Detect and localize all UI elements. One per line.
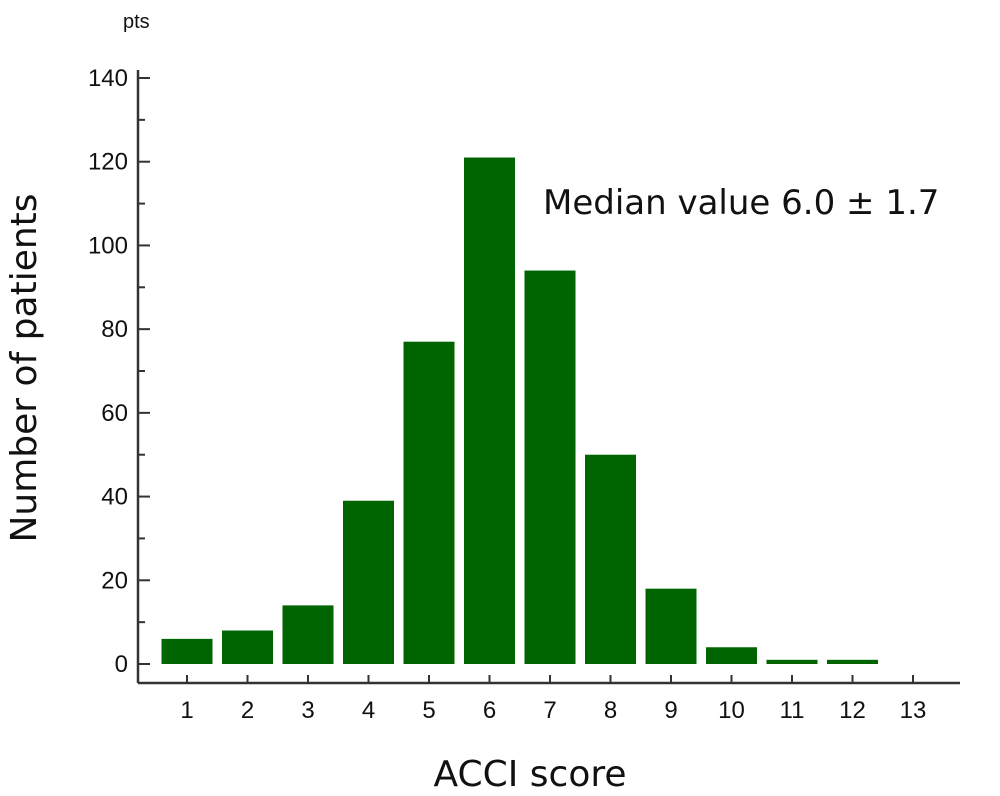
x-tick-label: 2 [241,697,254,724]
x-tick-label: 9 [664,697,677,724]
x-tick-label: 1 [180,697,193,724]
bar-score-4 [343,500,394,664]
x-tick-label: 6 [483,697,496,724]
y-axis: 0 20 40 60 80 100 120 140 [88,65,150,683]
y-tick-label: 60 [101,400,128,427]
y-tick-label: 100 [88,232,128,259]
bar-score-1 [161,638,213,664]
bar-score-9 [645,588,697,664]
y-tick-label: 40 [101,484,128,511]
x-tick-label: 12 [839,697,866,724]
x-tick-label: 4 [362,697,375,724]
x-axis-title: ACCI score [433,754,626,795]
x-tick-label: 8 [604,697,617,724]
x-tick-label: 13 [900,697,927,724]
bars [161,157,878,664]
bar-score-6 [464,157,515,664]
y-tick-label: 140 [88,65,128,92]
bar-score-2 [222,630,273,664]
bar-score-7 [524,270,576,664]
x-tick-label: 3 [301,697,314,724]
bar-score-11 [766,659,818,664]
y-tick-label: 20 [101,567,128,594]
bar-score-5 [403,341,455,664]
y-unit-label: pts [123,11,150,33]
bar-score-3 [282,605,334,664]
x-tick-label: 5 [422,697,435,724]
x-axis: 1 2 3 4 5 6 7 8 9 10 11 12 13 [138,675,960,724]
x-tick-label: 11 [780,697,805,724]
x-tick-label: 7 [543,697,556,724]
median-annotation: Median value 6.0 ± 1.7 [543,183,939,223]
bar-score-8 [585,454,636,664]
bar-score-12 [827,659,878,664]
y-tick-label: 0 [115,651,128,678]
bar-score-10 [706,647,757,664]
y-axis-title: Number of patients [4,193,45,542]
x-tick-label: 10 [718,697,745,724]
y-tick-label: 120 [88,149,128,176]
y-tick-label: 80 [101,316,128,343]
